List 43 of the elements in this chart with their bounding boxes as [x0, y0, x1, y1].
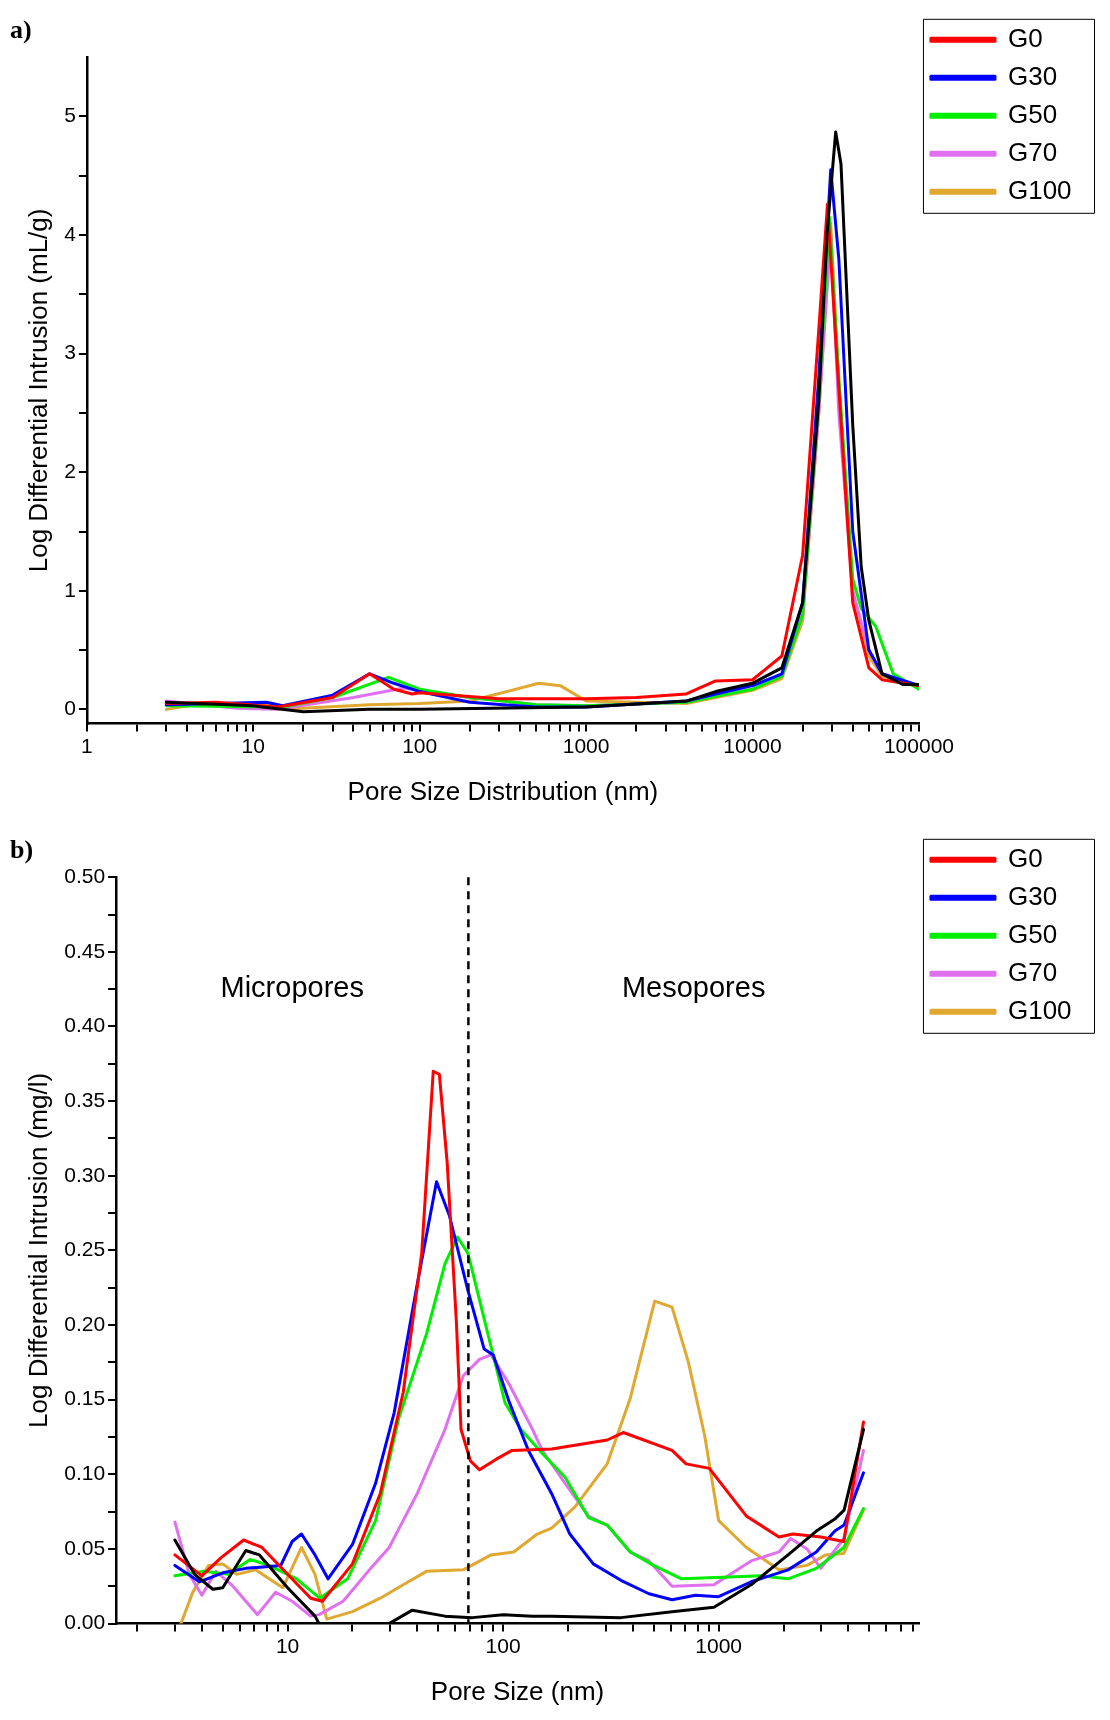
legend-label: G100 [1007, 994, 1087, 1025]
x-tick-label: 10 [241, 734, 265, 757]
y-tick-label: 1 [64, 577, 76, 601]
y-tick-label: 0.05 [64, 1535, 106, 1559]
x-tick-label: 1000 [695, 1634, 742, 1657]
x-tick-label: 100 [402, 734, 438, 757]
legend-label: G50 [1007, 98, 1072, 129]
chart-title: a) [10, 15, 32, 45]
y-axis-title: Log Differential Intrusion (mg/l) [22, 1072, 53, 1428]
y-tick-label: 3 [64, 340, 76, 364]
y-tick-label: 0 [64, 696, 76, 720]
legend-label: G100 [1007, 174, 1087, 205]
y-tick-label: 4 [64, 221, 77, 245]
y-tick-label: 0.15 [64, 1386, 106, 1410]
x-tick-label: 10000 [723, 734, 782, 757]
y-tick-label: 0.35 [64, 1087, 106, 1111]
legend-label: G50 [1007, 918, 1072, 949]
x-tick-label: 1000 [562, 734, 610, 757]
legend-label: G70 [1007, 136, 1072, 167]
legend-label: G30 [1007, 880, 1072, 911]
x-axis-title: Pore Size (nm) [430, 1675, 605, 1706]
x-tick-label: 100000 [883, 734, 954, 757]
legend-label: G0 [1007, 842, 1058, 873]
x-tick-label: 10 [275, 1634, 300, 1657]
y-tick-label: 0.20 [64, 1311, 106, 1335]
y-tick-label: 0.40 [64, 1013, 106, 1037]
legend-label: G0 [1007, 22, 1058, 53]
legend-label: G70 [1007, 956, 1072, 987]
y-tick-label: 0.45 [64, 938, 106, 962]
chart-title: b) [10, 835, 34, 865]
legend-label: G30 [1007, 60, 1072, 91]
y-tick-label: 0.30 [64, 1162, 106, 1186]
y-tick-label: 2 [64, 459, 76, 483]
annotation: Mesopores [621, 971, 766, 1004]
annotation: Micropores [220, 971, 364, 1004]
y-axis-title: Log Differential Intrusion (mL/g) [22, 208, 53, 573]
y-tick-label: 0.10 [64, 1461, 106, 1485]
y-tick-label: 5 [64, 103, 76, 127]
y-tick-label: 0.25 [64, 1237, 106, 1261]
y-tick-label: 0.00 [64, 1610, 106, 1634]
y-tick-label: 0.50 [64, 864, 106, 887]
x-tick-label: 100 [485, 1634, 521, 1657]
x-axis-title: Pore Size Distribution (nm) [347, 775, 659, 806]
